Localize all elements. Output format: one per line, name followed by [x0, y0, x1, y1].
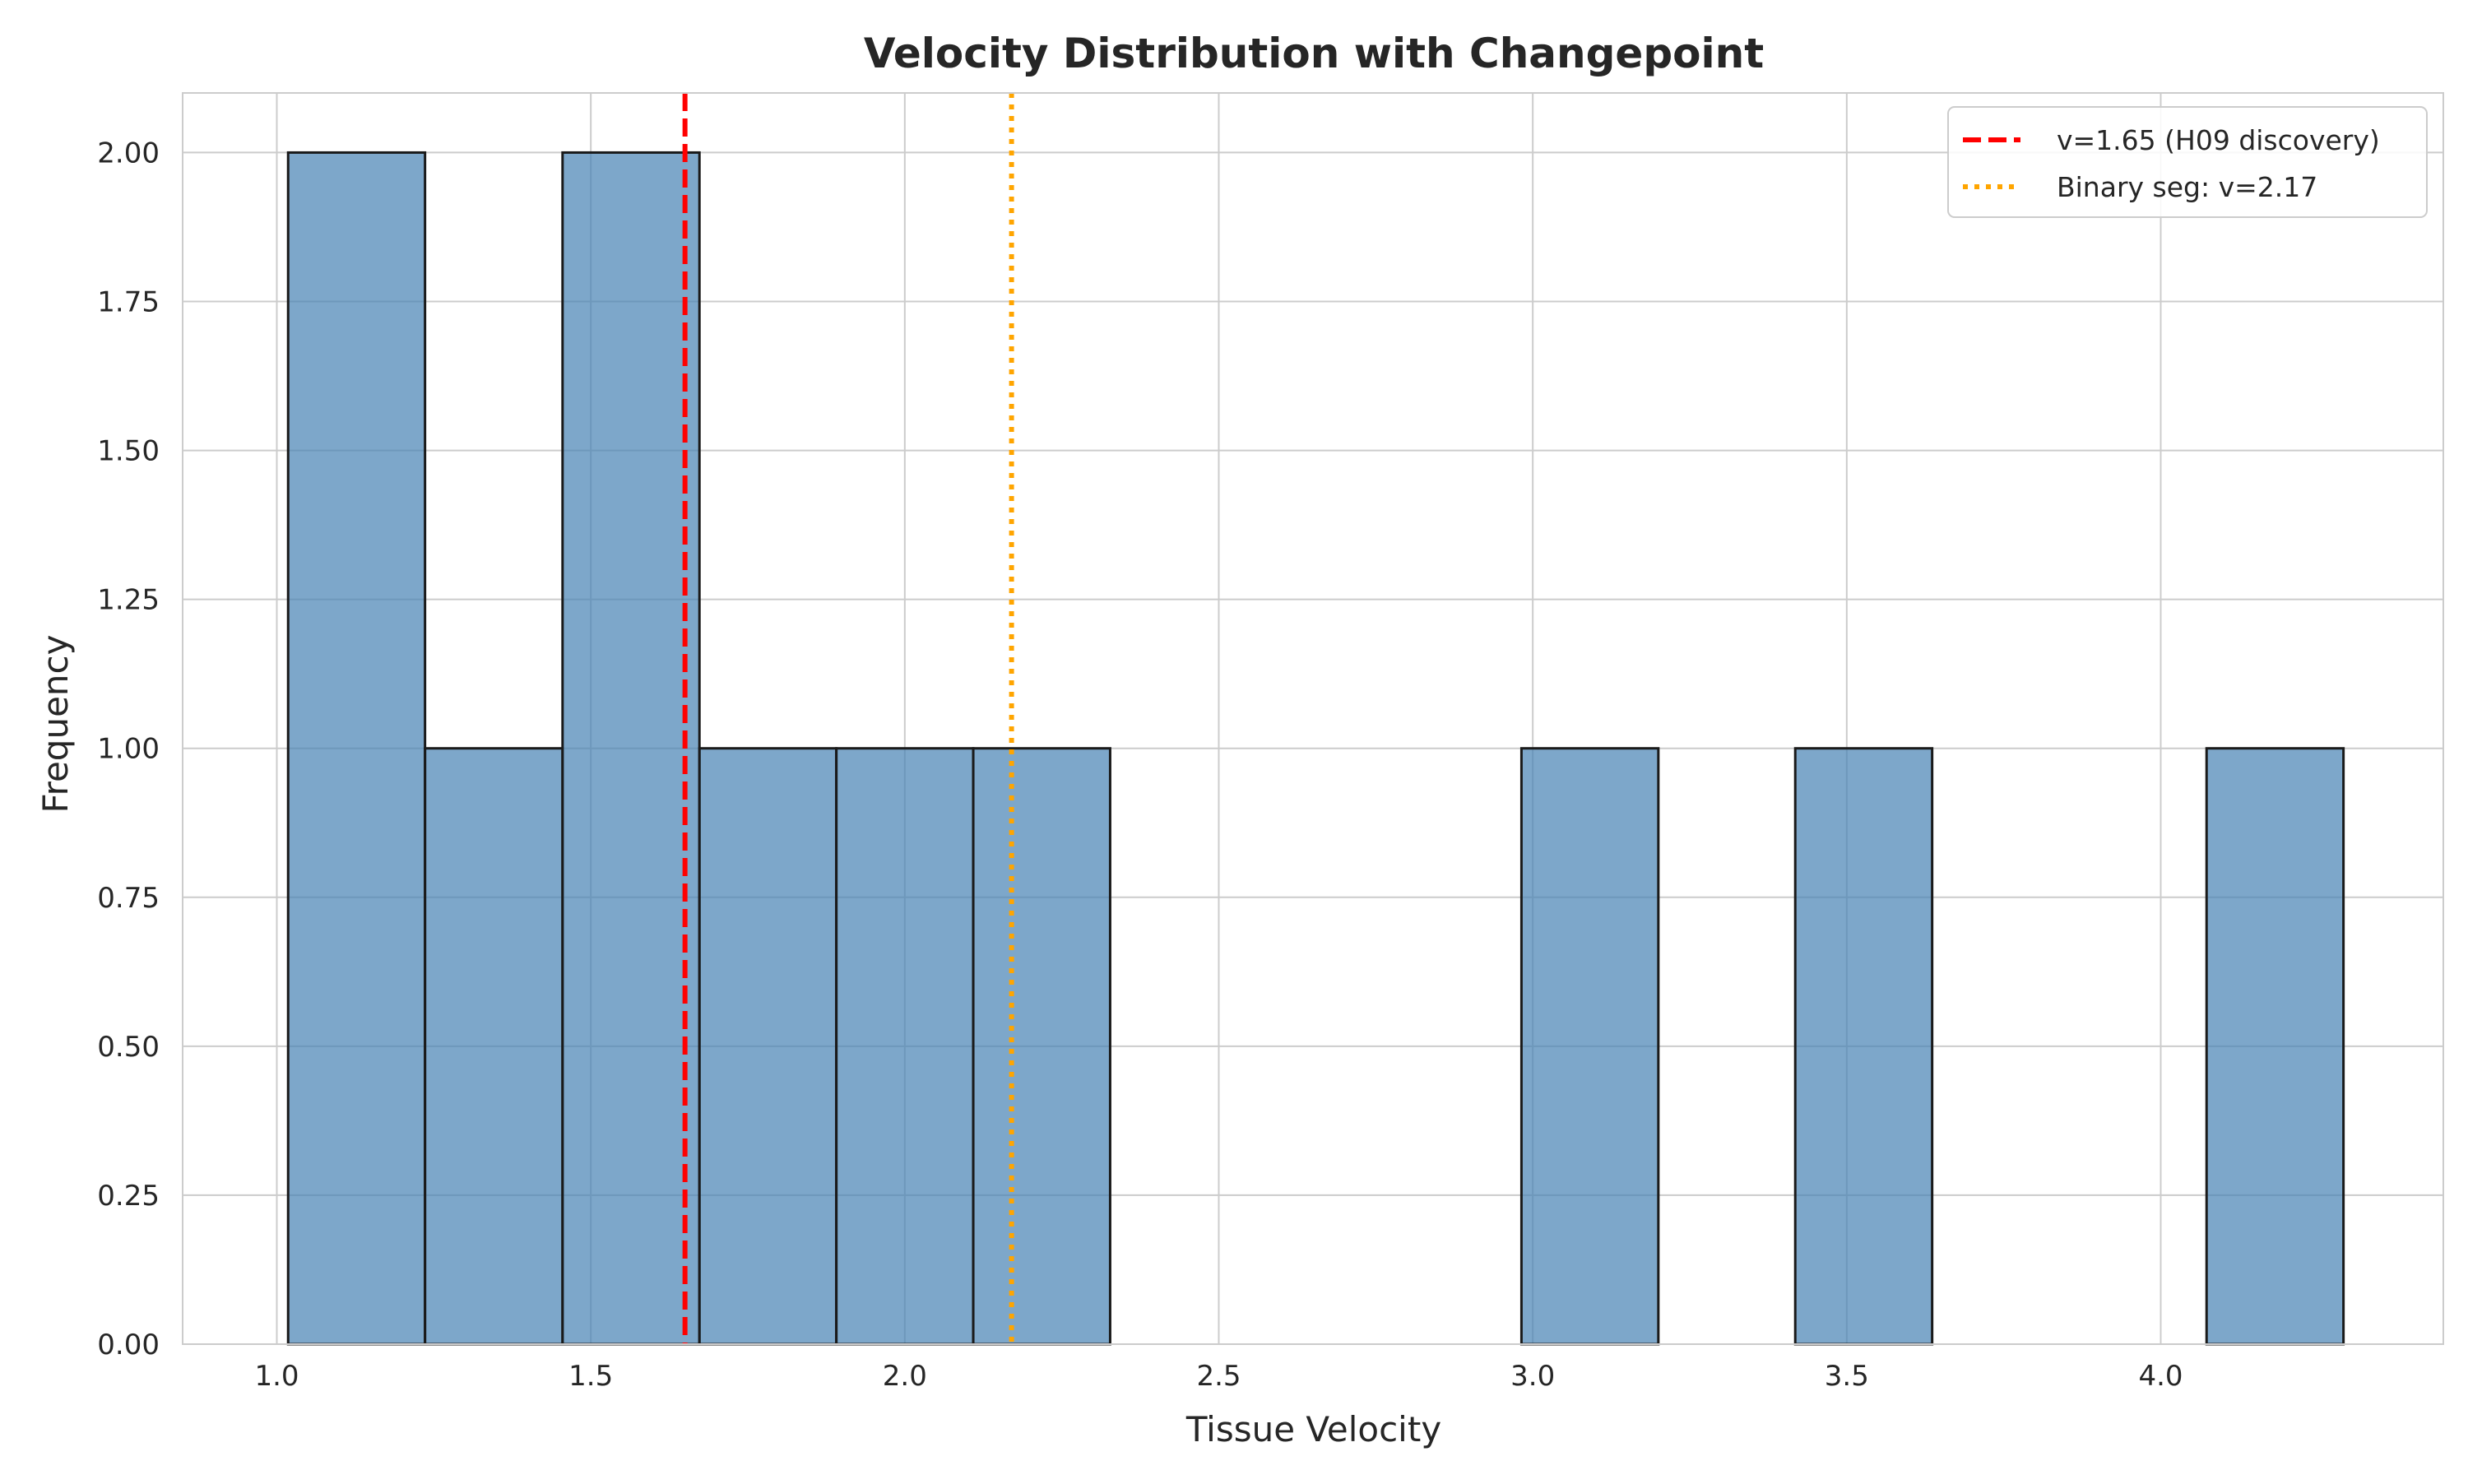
x-tick-label: 1.5: [568, 1360, 613, 1393]
legend-label-h09: v=1.65 (H09 discovery): [2057, 124, 2380, 156]
y-axis-label: Frequency: [35, 635, 76, 814]
histogram-bar: [424, 747, 564, 1346]
x-tick-label: 3.0: [1510, 1360, 1555, 1393]
y-tick-label: 0.00: [97, 1329, 160, 1361]
plot-frame: [182, 92, 2444, 1345]
y-tick-label: 1.50: [97, 435, 160, 468]
y-tick-label: 2.00: [97, 137, 160, 169]
histogram-bar: [286, 151, 427, 1346]
histogram-bar: [1793, 747, 1934, 1346]
x-tick-label: 2.0: [883, 1360, 927, 1393]
y-axis-ticks: 0.00 0.25 0.50 0.75 1.00 1.25 1.50 1.75 2.00: [97, 137, 160, 1361]
legend-label-binary-seg: Binary seg: v=2.17: [2057, 171, 2317, 203]
y-tick-label: 1.75: [97, 286, 160, 319]
histogram-bar: [698, 747, 838, 1346]
legend-box: [1947, 106, 2428, 218]
y-tick-label: 1.00: [97, 733, 160, 766]
y-tick-label: 0.25: [97, 1180, 160, 1213]
y-tick-label: 0.75: [97, 882, 160, 915]
x-axis-ticks: 1.0 1.5 2.0 2.5 3.0 3.5 4.0: [254, 1360, 2183, 1393]
histogram-bar: [972, 747, 1111, 1346]
histogram-bars: [286, 151, 2345, 1346]
histogram-bar: [561, 151, 701, 1346]
histogram-bar: [1519, 747, 1660, 1346]
x-tick-label: 2.5: [1196, 1360, 1241, 1393]
histogram-bar: [2205, 747, 2345, 1346]
x-tick-label: 3.5: [1825, 1360, 1869, 1393]
x-tick-label: 1.0: [254, 1360, 299, 1393]
histogram-bar: [835, 747, 975, 1346]
chart-title: Velocity Distribution with Changepoint: [864, 30, 1764, 77]
legend: v=1.65 (H09 discovery) Binary seg: v=2.1…: [1947, 106, 2428, 218]
x-tick-label: 4.0: [2138, 1360, 2183, 1393]
x-axis-label: Tissue Velocity: [1185, 1409, 1441, 1449]
y-tick-label: 1.25: [97, 584, 160, 617]
y-tick-label: 0.50: [97, 1031, 160, 1064]
reference-lines: [682, 93, 1014, 1344]
